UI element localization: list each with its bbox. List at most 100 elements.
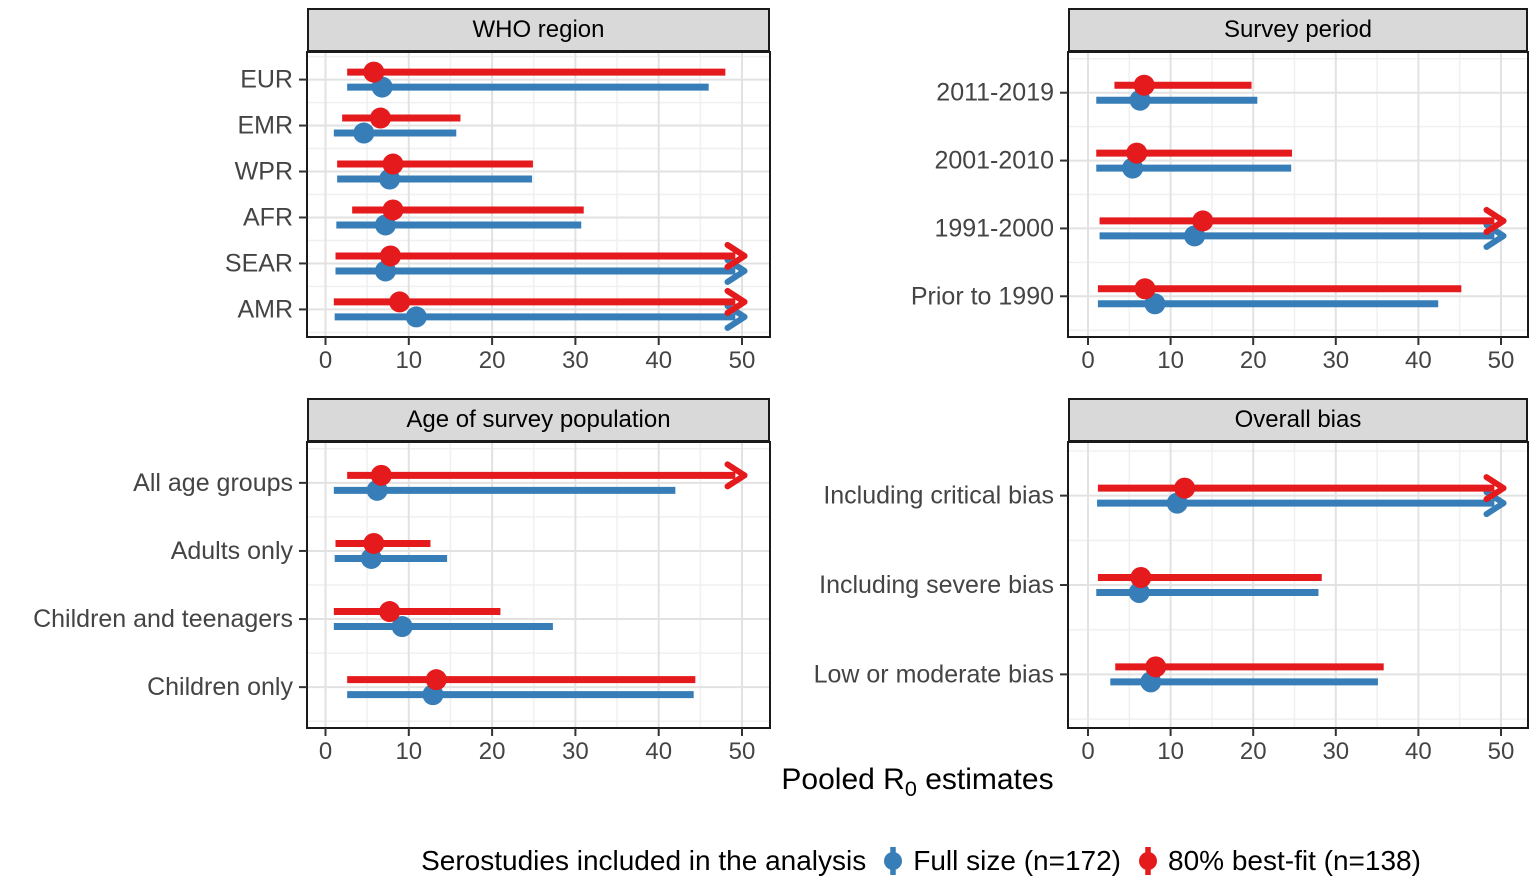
- glyph-dot-red: [1139, 852, 1157, 870]
- arrow-head: [1483, 206, 1507, 224]
- arrow-head: [1483, 485, 1507, 503]
- panel-plot-who-region: 0 10 20 30 40 50 EUR EMR WPR AFR SEAR AMR: [225, 51, 771, 374]
- data-point: [370, 464, 392, 486]
- category-label: AMR: [237, 295, 293, 323]
- category-label: 2001-2010: [934, 147, 1054, 175]
- glyph-dot-blue: [884, 852, 903, 870]
- panel-title-overall-bias: Overall bias: [1234, 406, 1362, 433]
- data-point: [382, 199, 404, 221]
- legend-label-80-best-fit: 80% best-fit (n=138): [1168, 845, 1421, 876]
- x-axis-title-suffix: estimates: [916, 763, 1054, 796]
- x-tick-label: 30: [562, 738, 589, 765]
- category-label: AFR: [243, 203, 293, 231]
- data-point: [1134, 278, 1156, 300]
- data-point: [382, 153, 404, 175]
- category-label: Including critical bias: [823, 482, 1054, 510]
- x-tick-label: 40: [1405, 347, 1432, 374]
- legend-item-full-size: Full size (n=172): [882, 843, 1121, 879]
- x-tick-label: 0: [319, 738, 332, 765]
- x-axis-title: Pooled R0 estimates: [307, 763, 1528, 802]
- x-tick-label: 40: [645, 347, 672, 374]
- arrow-head: [1483, 217, 1507, 235]
- category-label: Low or moderate bias: [814, 660, 1054, 688]
- category-label: EUR: [240, 66, 293, 94]
- data-point: [1126, 142, 1148, 164]
- x-tick-label: 0: [319, 347, 332, 374]
- data-point: [363, 61, 385, 83]
- data-point: [363, 532, 385, 554]
- pointrange-glyph-full-size: [884, 847, 903, 875]
- x-tick-label: 40: [1405, 738, 1432, 765]
- panel-plot-overall-bias: 0 10 20 30 40 50 Including critical bias Includ…: [814, 441, 1529, 765]
- legend-item-80-best-fit: 80% best-fit (n=138): [1137, 843, 1421, 879]
- panel-title-age-of-survey-population: Age of survey population: [406, 406, 671, 433]
- panel-strip-survey-period: Survey period: [1068, 8, 1528, 52]
- category-label: Including severe bias: [819, 571, 1054, 599]
- arrow-head: [724, 252, 748, 270]
- category-label: 2011-2019: [936, 79, 1054, 107]
- data-point: [1130, 567, 1152, 588]
- x-tick-label: 40: [645, 738, 672, 765]
- arrow-head: [724, 313, 748, 331]
- panel-border: [1067, 51, 1529, 338]
- x-tick-label: 30: [562, 347, 589, 374]
- category-label: Children and teenagers: [33, 605, 293, 633]
- arrow-head: [724, 298, 748, 316]
- data-point: [1145, 656, 1167, 678]
- data-point: [1174, 477, 1196, 499]
- legend-title: Serostudies included in the analysis: [421, 845, 867, 876]
- data-point: [1144, 293, 1166, 315]
- x-tick-label: 30: [1322, 347, 1349, 374]
- legend: Serostudies included in the analysis Ful…: [307, 843, 1535, 879]
- data-point: [1192, 210, 1214, 232]
- panel-strip-age-of-survey-population: Age of survey population: [307, 398, 770, 442]
- x-tick-label: 10: [1157, 347, 1184, 374]
- category-label: 1991-2000: [934, 214, 1054, 242]
- x-tick-label: 50: [729, 347, 756, 374]
- category-label: All age groups: [133, 469, 293, 497]
- arrow-head: [1483, 232, 1507, 250]
- data-point: [379, 245, 401, 267]
- category-label: EMR: [237, 112, 293, 140]
- data-point: [379, 601, 401, 623]
- category-label: Adults only: [171, 537, 294, 565]
- panel-border: [306, 441, 771, 729]
- legend-label-full-size: Full size (n=172): [913, 845, 1121, 876]
- panel-plot-age-of-survey-population: 0 10 20 30 40 50 All age groups Adults only Chil…: [33, 441, 771, 765]
- x-tick-label: 0: [1081, 347, 1094, 374]
- panel-strip-who-region: WHO region: [307, 8, 770, 52]
- category-label: Children only: [147, 673, 293, 701]
- data-point: [369, 107, 391, 129]
- x-axis-title-prefix: Pooled R: [781, 763, 905, 796]
- panel-title-survey-period: Survey period: [1223, 16, 1373, 43]
- x-tick-label: 20: [479, 738, 506, 765]
- category-label: WPR: [235, 158, 293, 186]
- x-tick-label: 30: [1322, 738, 1349, 765]
- arrow-head: [1483, 500, 1507, 518]
- category-label: SEAR: [225, 249, 293, 277]
- x-tick-label: 20: [1240, 738, 1267, 765]
- x-tick-label: 20: [1240, 347, 1267, 374]
- x-tick-label: 10: [395, 738, 422, 765]
- panel-title-who-region: WHO region: [472, 16, 605, 43]
- x-tick-label: 50: [1488, 347, 1515, 374]
- category-label: Prior to 1990: [911, 282, 1054, 310]
- data-point: [405, 306, 427, 328]
- arrow-head: [724, 241, 748, 259]
- arrow-head: [1483, 474, 1507, 492]
- arrow-head: [724, 472, 748, 490]
- data-point: [425, 669, 447, 691]
- x-tick-label: 10: [1157, 738, 1184, 765]
- x-tick-label: 0: [1081, 738, 1094, 765]
- data-point: [1133, 74, 1155, 96]
- x-tick-label: 10: [395, 347, 422, 374]
- pointrange-glyph-80-best-fit: [1139, 847, 1157, 875]
- panel-strip-overall-bias: Overall bias: [1068, 398, 1528, 442]
- data-point: [391, 616, 413, 638]
- data-point: [389, 291, 411, 313]
- arrow-head: [724, 287, 748, 305]
- x-tick-label: 50: [1488, 738, 1515, 765]
- panel-plot-survey-period: 0 10 20 30 40 50 2011-2019 2001-2010 1991-2000 Pr…: [911, 51, 1529, 374]
- x-tick-label: 50: [729, 738, 756, 765]
